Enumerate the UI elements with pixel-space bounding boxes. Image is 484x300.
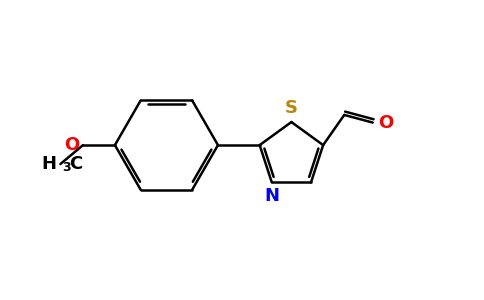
Text: S: S	[285, 99, 298, 117]
Text: C: C	[69, 155, 82, 173]
Text: H: H	[42, 155, 57, 173]
Text: O: O	[378, 114, 394, 132]
Text: N: N	[264, 187, 279, 205]
Text: O: O	[64, 136, 79, 154]
Text: 3: 3	[62, 161, 71, 174]
